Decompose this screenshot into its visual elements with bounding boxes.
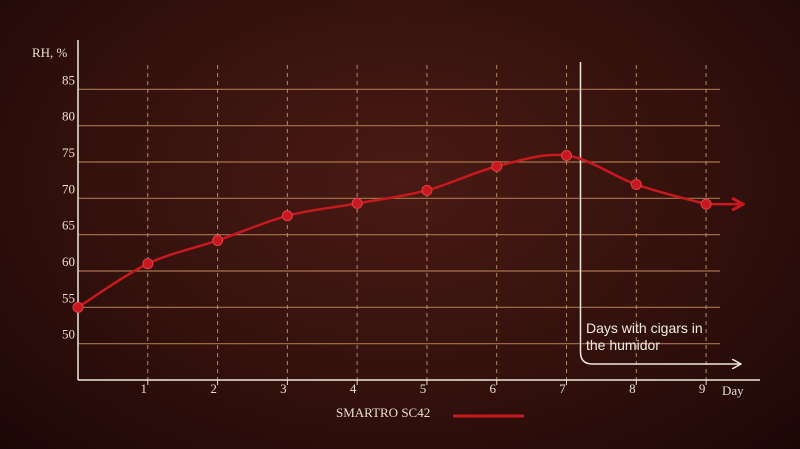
y-tick-label: 80 bbox=[62, 109, 75, 124]
y-tick-label: 50 bbox=[62, 327, 75, 342]
x-tick-label: 7 bbox=[559, 381, 566, 396]
annotation-text: Days with cigars in the humidor bbox=[586, 320, 703, 353]
y-tick-label: 70 bbox=[62, 181, 75, 196]
data-point bbox=[281, 210, 293, 222]
data-point bbox=[212, 234, 224, 246]
data-point bbox=[142, 258, 154, 270]
data-point bbox=[700, 198, 712, 210]
series-line bbox=[77, 153, 742, 309]
legend-label: SMARTRO SC42 bbox=[336, 405, 430, 420]
data-point bbox=[491, 160, 503, 172]
x-axis-label: Day bbox=[722, 383, 744, 398]
y-axis-label: RH, % bbox=[32, 45, 68, 60]
y-tick-label: 85 bbox=[62, 72, 75, 87]
x-tick-label: 5 bbox=[420, 381, 427, 396]
annotation-bracket bbox=[579, 62, 740, 364]
x-tick-label: 3 bbox=[280, 381, 287, 396]
data-point bbox=[351, 197, 363, 209]
y-tick-label: 65 bbox=[62, 218, 75, 233]
y-tick-label: 55 bbox=[62, 290, 75, 305]
data-point bbox=[630, 179, 642, 191]
y-tick-label: 75 bbox=[62, 145, 75, 160]
x-tick-label: 9 bbox=[699, 381, 706, 396]
x-tick-label: 6 bbox=[489, 381, 496, 396]
x-tick-label: 1 bbox=[141, 381, 148, 396]
x-tick-label: 4 bbox=[350, 381, 357, 396]
y-tick-label: 60 bbox=[62, 254, 75, 269]
data-point bbox=[421, 184, 433, 196]
x-tick-label: 2 bbox=[210, 381, 217, 396]
x-tick-label: 8 bbox=[629, 381, 636, 396]
data-point bbox=[72, 301, 84, 313]
data-point bbox=[561, 149, 573, 161]
